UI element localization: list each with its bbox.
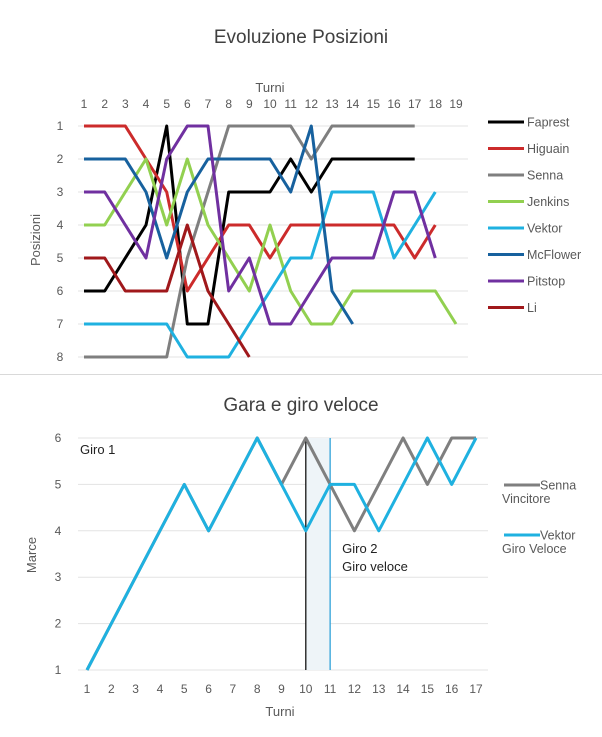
x-tick-label: 9 <box>278 682 285 696</box>
x-tick-label: 4 <box>157 682 164 696</box>
x-tick-label: 7 <box>205 97 212 111</box>
y-tick-label: 5 <box>55 477 62 491</box>
series-line-senna <box>84 124 415 359</box>
series-line-mcflower <box>84 124 354 325</box>
x-tick-label: 6 <box>205 682 212 696</box>
x-tick-label: 10 <box>263 97 277 111</box>
series-line-vektor <box>84 190 437 359</box>
shaded-span <box>305 438 331 670</box>
x-tick-label: 1 <box>81 97 88 111</box>
x-tick-label: 13 <box>372 682 386 696</box>
x-tick-label: 6 <box>184 97 191 111</box>
x-tick-label: 9 <box>246 97 253 111</box>
x-tick-label: 12 <box>305 97 319 111</box>
chart-title-positions: Evoluzione Posizioni <box>213 27 389 48</box>
x-tick-label: 14 <box>396 682 410 696</box>
annotation-giro-2: Giro 2 <box>342 541 377 556</box>
series-line-faprest <box>84 124 415 326</box>
y-tick-label: 5 <box>57 251 64 265</box>
x-tick-label: 19 <box>449 97 463 111</box>
x-tick-label: 12 <box>348 682 362 696</box>
annotation-giro-veloce: Giro veloce <box>342 559 408 574</box>
series-line-higuain <box>84 124 437 293</box>
series-line-jenkins <box>84 157 458 326</box>
y-tick-label: 7 <box>57 317 64 331</box>
legend-label: McFlower <box>527 248 581 262</box>
x-tick-label: 16 <box>445 682 459 696</box>
y-tick-label: 6 <box>57 284 64 298</box>
x-tick-label: 17 <box>469 682 483 696</box>
y-tick-label: 2 <box>55 617 62 631</box>
legend-label: Vektor <box>540 529 575 543</box>
legend-label: Higuain <box>527 142 569 156</box>
x-tick-label: 16 <box>387 97 401 111</box>
y-tick-label: 3 <box>57 185 64 199</box>
y-axis-title: Marce <box>24 537 39 573</box>
x-tick-label: 1 <box>84 682 91 696</box>
x-tick-label: 4 <box>143 97 150 111</box>
x-tick-label: 17 <box>408 97 422 111</box>
x-tick-label: 3 <box>122 97 129 111</box>
x-tick-label: 18 <box>429 97 443 111</box>
series-line-senna <box>85 436 476 671</box>
legend-sublabel: Giro Veloce <box>502 542 567 556</box>
x-tick-label: 5 <box>181 682 188 696</box>
legend-label: Pitstop <box>527 275 565 289</box>
y-tick-label: 4 <box>55 524 62 538</box>
x-tick-label: 10 <box>299 682 313 696</box>
x-tick-label: 7 <box>230 682 237 696</box>
x-tick-label: 11 <box>324 682 337 696</box>
race-chart-panel: Gara e giro veloce 1 2 3 4 5 6 1 2 3 4 5 6 7 8 9 10 11 12… <box>0 375 602 737</box>
legend-label: Senna <box>527 169 563 183</box>
legend-sublabel: Vincitore <box>502 492 550 506</box>
x-axis-title: Turni <box>265 704 294 719</box>
x-tick-label: 2 <box>108 682 115 696</box>
y-axis-title: Posizioni <box>28 214 43 266</box>
x-axis-title: Turni <box>255 80 284 95</box>
x-tick-label: 5 <box>163 97 170 111</box>
y-tick-label: 2 <box>57 152 64 166</box>
x-tick-label: 8 <box>225 97 232 111</box>
y-tick-label: 4 <box>57 218 64 232</box>
x-tick-label: 3 <box>132 682 139 696</box>
series-line-vektor <box>85 436 478 671</box>
legend-label: Li <box>527 301 537 315</box>
annotation-giro-1: Giro 1 <box>80 442 115 457</box>
y-tick-label: 3 <box>55 570 62 584</box>
x-tick-label: 2 <box>101 97 108 111</box>
x-tick-label: 15 <box>367 97 381 111</box>
chart-title-race: Gara e giro veloce <box>223 395 379 416</box>
x-tick-label: 11 <box>284 97 297 111</box>
series-line-pitstop <box>84 124 437 326</box>
x-tick-label: 15 <box>421 682 435 696</box>
x-tick-label: 13 <box>325 97 339 111</box>
legend-label: Jenkins <box>527 195 569 209</box>
x-tick-label: 14 <box>346 97 360 111</box>
y-tick-label: 8 <box>57 350 64 364</box>
legend-label: Vektor <box>527 222 562 236</box>
x-tick-label: 8 <box>254 682 261 696</box>
y-tick-label: 1 <box>55 663 62 677</box>
positions-chart-panel: Evoluzione Posizioni 1 2 3 4 5 6 7 8 1 2 3 4 5 6 7 8 9 10… <box>0 27 602 375</box>
legend-label: Senna <box>540 479 576 493</box>
legend-label: Faprest <box>527 116 570 130</box>
series-line-li <box>84 223 251 358</box>
y-tick-label: 6 <box>55 431 62 445</box>
y-tick-label: 1 <box>57 119 64 133</box>
